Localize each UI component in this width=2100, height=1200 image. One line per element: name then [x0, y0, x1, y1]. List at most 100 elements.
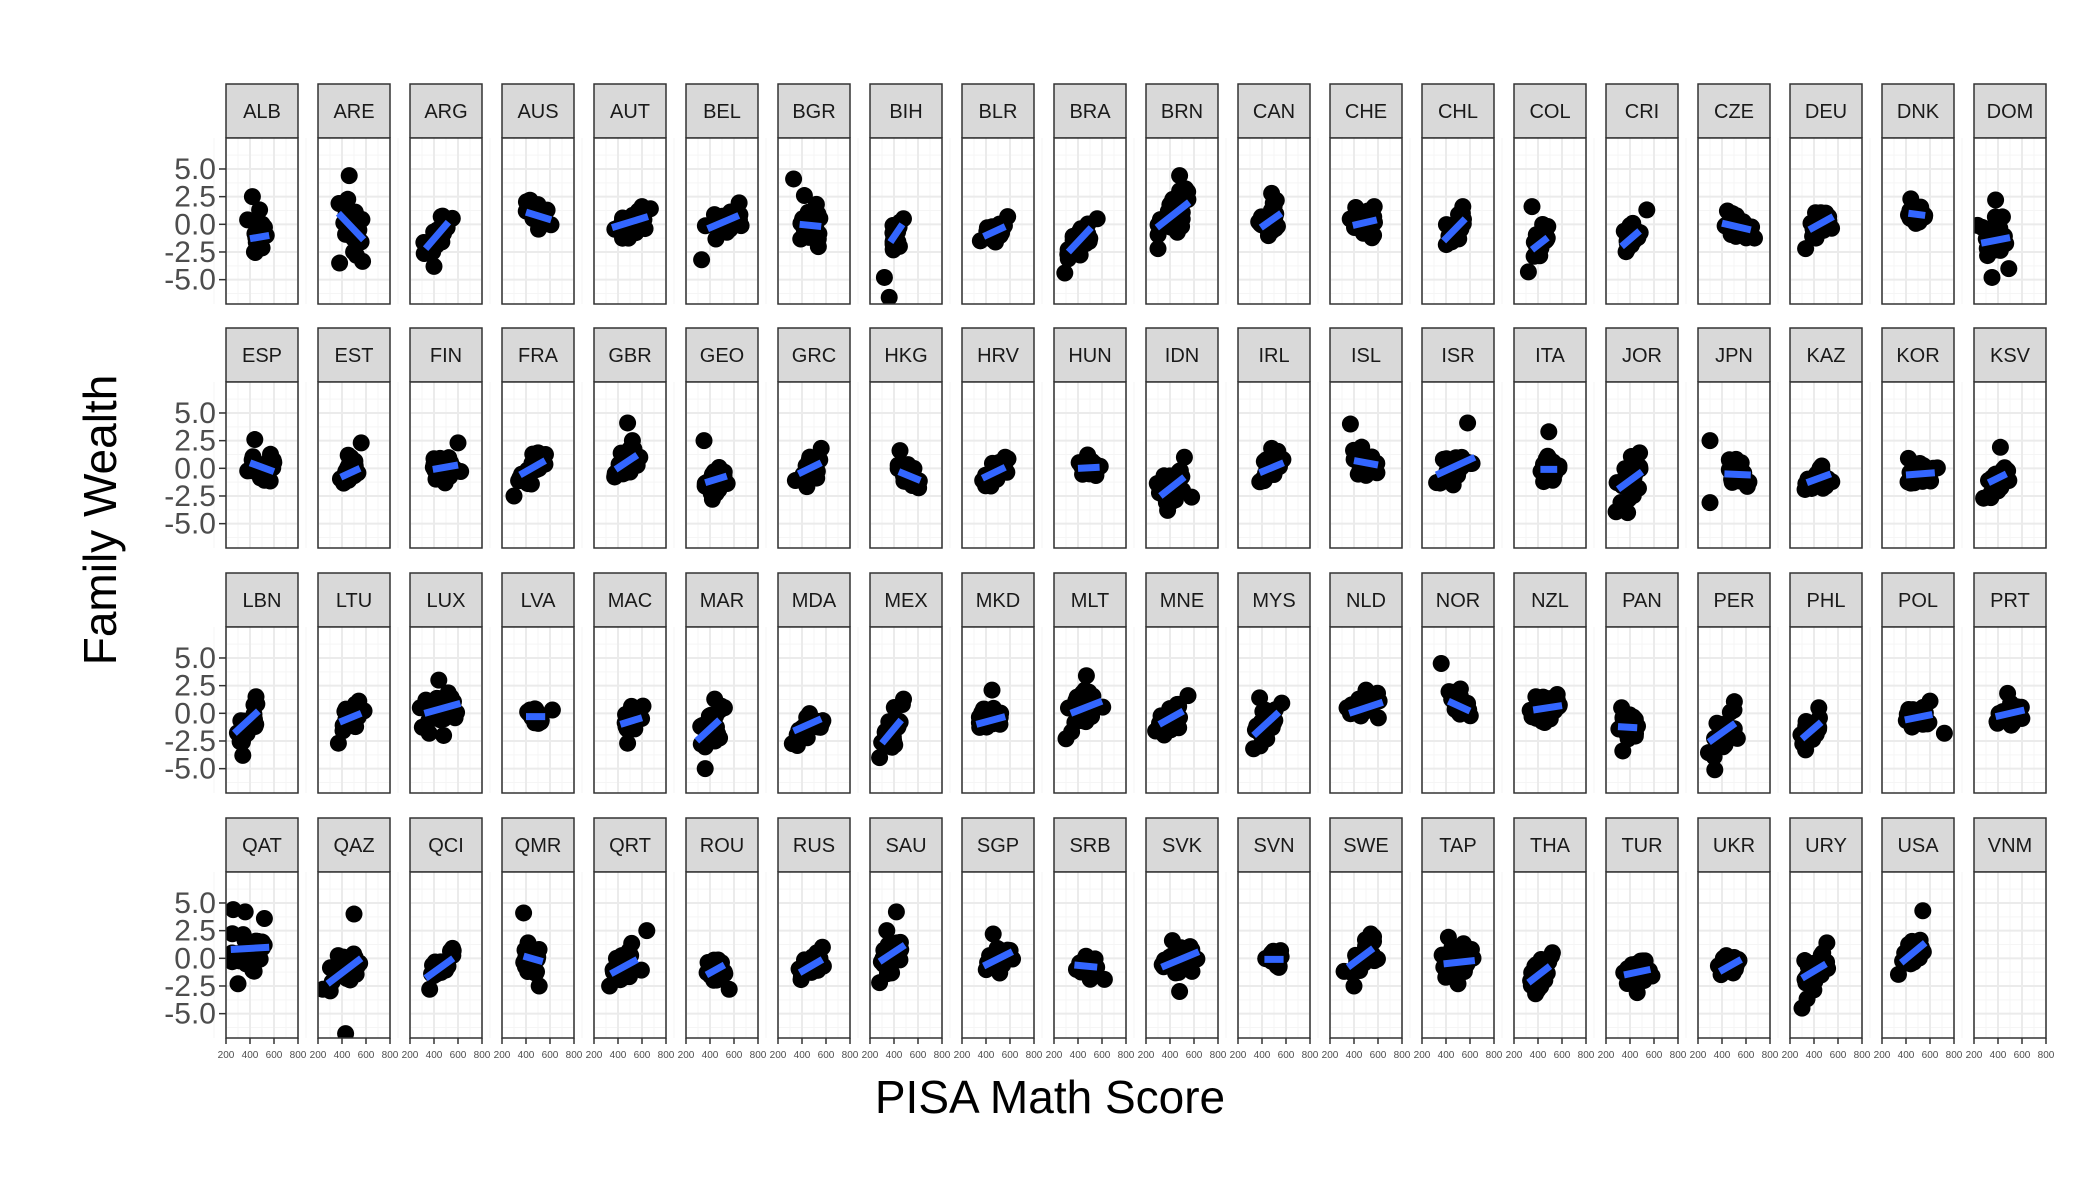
- data-point-outlier: [1451, 680, 1469, 698]
- facet-panel-can: CAN: [1225, 83, 1311, 305]
- x-tick-label: 600: [542, 1050, 559, 1061]
- data-point-outlier: [352, 434, 370, 452]
- y-tick-label: 2.5: [174, 425, 216, 458]
- regression-line: [1160, 948, 1201, 971]
- facet-strip-label: MYS: [1252, 590, 1295, 612]
- panel-border: [1053, 381, 1127, 549]
- data-point-outlier: [871, 974, 889, 992]
- facet-panel-idn: IDN: [1133, 327, 1219, 549]
- data-point-outlier: [619, 734, 637, 752]
- panel-border: [1789, 381, 1863, 549]
- facet-strip: [1421, 817, 1495, 873]
- panel-border: [1237, 626, 1311, 794]
- facet-strip: [225, 327, 299, 383]
- panel-border: [1513, 871, 1587, 1039]
- facet-panel-mac: MAC: [581, 572, 667, 794]
- points-layer: [1057, 667, 1112, 748]
- data-point-outlier: [1631, 444, 1649, 462]
- points-layer: [1433, 928, 1482, 993]
- data-point-outlier: [236, 903, 254, 921]
- x-tick-label: 400: [978, 1050, 995, 1061]
- data-point-outlier: [329, 734, 347, 752]
- y-tick-label: -5.0: [164, 753, 216, 786]
- facet-strip-label: JOR: [1622, 345, 1662, 367]
- x-tick-label: 600: [2014, 1050, 2031, 1061]
- data-point: [1732, 454, 1750, 472]
- x-tick-label: 800: [1946, 1050, 1963, 1061]
- facet-panel-lbn: LBN: [213, 572, 299, 794]
- panel-border: [593, 626, 667, 794]
- points-layer: [889, 442, 928, 497]
- regression-line: [982, 948, 1014, 970]
- x-tick-label: 800: [1854, 1050, 1871, 1061]
- facet-strip: [409, 817, 483, 873]
- facet-strip: [1237, 572, 1311, 628]
- facet-panel-mex: MEX: [857, 572, 943, 794]
- data-point: [530, 220, 548, 238]
- data-point-outlier: [337, 1025, 355, 1038]
- facet-strip-label: CHE: [1345, 101, 1387, 123]
- x-tick-label: 400: [1254, 1050, 1271, 1061]
- regression-line: [1157, 708, 1185, 728]
- facet-strip: [593, 83, 667, 139]
- facet-panel-bel: BEL: [673, 83, 759, 305]
- panel-border: [1053, 626, 1127, 794]
- data-point-outlier: [425, 257, 443, 275]
- regression-line: [1800, 960, 1828, 982]
- panel-border: [1513, 381, 1587, 549]
- facet-strip: [409, 83, 483, 139]
- facet-panel-est: EST: [305, 327, 391, 549]
- facet-strip-label: MAC: [608, 590, 652, 612]
- facet-panel-pol: POL: [1869, 572, 1955, 794]
- points-layer: [606, 414, 649, 486]
- data-point-outlier: [795, 187, 813, 205]
- facet-strip-label: LTU: [336, 590, 372, 612]
- x-tick-label: 800: [1026, 1050, 1043, 1061]
- points-layer: [505, 444, 554, 505]
- regression-line: [1441, 216, 1468, 244]
- points-layer: [331, 434, 370, 492]
- regression-line: [1446, 697, 1472, 715]
- data-point: [446, 709, 464, 727]
- y-tick-label: 0.0: [174, 697, 216, 730]
- data-point-outlier: [234, 746, 252, 764]
- regression-line: [1353, 457, 1379, 469]
- facet-panel-pan: PAN: [1593, 572, 1679, 794]
- regression-line: [1986, 470, 2008, 486]
- panel-border: [1973, 137, 2047, 305]
- data-point-outlier: [1095, 970, 1113, 988]
- regression-line: [619, 714, 644, 728]
- facet-strip: [1513, 817, 1587, 873]
- facet-strip: [961, 817, 1035, 873]
- x-tick-label: 400: [1438, 1050, 1455, 1061]
- regression-line: [522, 952, 544, 966]
- data-point-outlier: [251, 201, 269, 219]
- facet-panel-grc: GRC: [765, 327, 851, 549]
- panel-border: [1789, 626, 1863, 794]
- points-layer: [1148, 448, 1201, 519]
- regression-line: [1724, 470, 1751, 479]
- data-point-outlier: [350, 692, 368, 710]
- panel-border: [225, 381, 299, 549]
- panel-border: [593, 871, 667, 1039]
- panel-border: [593, 137, 667, 305]
- data-point-outlier: [1797, 240, 1815, 258]
- data-point: [431, 711, 449, 729]
- regression-line: [1807, 213, 1835, 233]
- data-point-outlier: [505, 487, 523, 505]
- data-point: [1814, 944, 1832, 962]
- data-point-outlier: [449, 434, 467, 452]
- facet-panel-mda: MDA: [765, 572, 851, 794]
- x-tick-label: 800: [290, 1050, 307, 1061]
- x-tick-label: 200: [1690, 1050, 1707, 1061]
- facet-strip: [501, 83, 575, 139]
- x-tick-label: 600: [450, 1050, 467, 1061]
- facet-strip-label: ESP: [242, 345, 282, 367]
- facet-panel-blr: BLR: [949, 83, 1035, 305]
- facet-strip: [1881, 572, 1955, 628]
- x-tick-label: 400: [1898, 1050, 1915, 1061]
- x-tick-label: 600: [1462, 1050, 1479, 1061]
- x-tick-label: 400: [794, 1050, 811, 1061]
- regression-line: [1805, 470, 1833, 486]
- facet-strip: [501, 327, 575, 383]
